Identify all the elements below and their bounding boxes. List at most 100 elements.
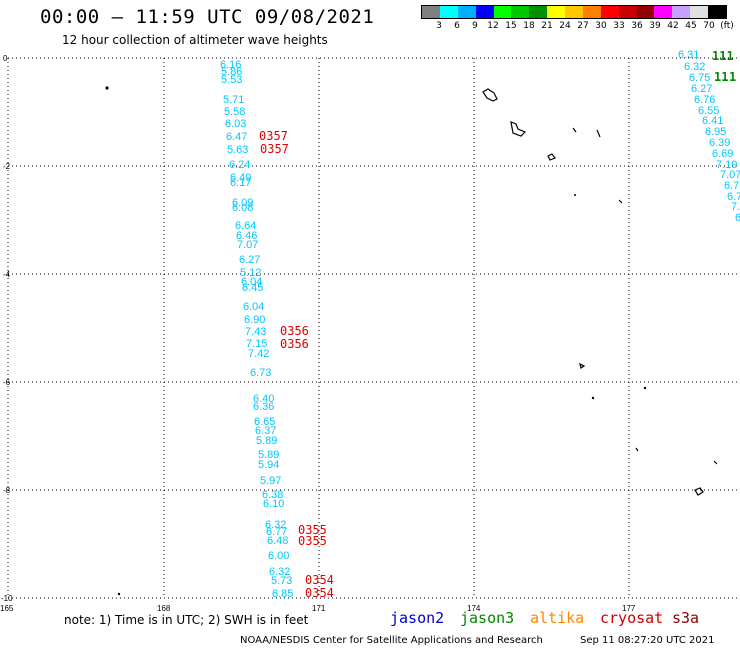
lat-tick-label: -8 (3, 486, 11, 495)
wave-height-value: 6.64 (235, 220, 256, 232)
wave-height-value: 5.73 (271, 575, 292, 587)
scale-label: 24 (559, 21, 571, 31)
scale-swatch (422, 6, 440, 18)
lon-tick-label: 177 (622, 604, 636, 613)
timestamp-text: Sep 11 08:27:20 UTC 2021 (580, 635, 715, 646)
wave-height-value: 5.89 (258, 449, 279, 461)
wave-height-value: 6.03 (225, 118, 246, 130)
island-outline (618, 199, 623, 204)
wave-height-value: 6.36 (253, 401, 274, 413)
land-dots (105, 86, 647, 596)
island-dot (105, 86, 109, 90)
wave-height-value: 5.58 (224, 106, 245, 118)
wave-height-value: 5.63 (227, 144, 248, 156)
legend-altika: altika (530, 609, 585, 627)
longitude-labels: 165 168 171 174 177 (0, 604, 636, 613)
lat-tick-label: -2 (3, 162, 11, 171)
lat-tick-label: -10 (1, 594, 13, 603)
scale-swatch (565, 6, 583, 18)
wave-height-value: 7.15 (246, 338, 267, 350)
map-title: 00:00 — 11:59 UTC 09/08/2021 (40, 6, 375, 28)
wave-height-value: 6.09 (232, 197, 253, 209)
wave-height-value: 6.37 (255, 425, 276, 437)
pass-time-label: 0355 (298, 534, 327, 548)
lon-tick-label: 174 (467, 604, 481, 613)
pass-time-label: 0355 (298, 523, 327, 537)
wave-height-value: 6.7 (727, 191, 740, 203)
wave-height-value: 6.08 (232, 202, 253, 214)
wave-height-value: 6.7 (724, 180, 739, 192)
latitude-labels: 0 -2 -4 -6 -8 -10 (1, 54, 13, 603)
wave-height-value: 6.75 (689, 72, 710, 84)
wave-track-main: 6.165.865.53 5.715.586.036.475.63 6.246.49… (220, 59, 293, 600)
wave-height-value: 6.04 (243, 301, 264, 313)
island-outline (694, 487, 704, 496)
wave-height-value: 6.10 (263, 498, 284, 510)
credit-text: NOAA/NESDIS Center for Satellite Applica… (240, 635, 543, 646)
lat-tick-label: -6 (3, 378, 11, 387)
scale-label: 33 (613, 21, 625, 31)
legend-s3a: s3a (672, 609, 700, 627)
scale-label: 6 (454, 21, 460, 31)
lat-tick-label: -4 (3, 270, 11, 279)
footer-note: note: 1) Time is in UTC; 2) SWH is in fe… (64, 613, 309, 627)
island-outline (482, 88, 498, 102)
wave-height-value: 6.48 (267, 535, 288, 547)
legend-jason3: jason3 (460, 609, 515, 627)
scale-swatch (618, 6, 637, 18)
scale-swatch (690, 6, 708, 18)
island-outline (579, 362, 586, 369)
scale-label: 36 (631, 21, 643, 31)
scale-swatch (636, 6, 655, 18)
map-subtitle: 12 hour collection of altimeter wave hei… (62, 33, 328, 47)
wave-height-value: 111 (712, 49, 734, 63)
wave-height-value: 6.90 (244, 314, 265, 326)
scale-label: 15 (505, 21, 517, 31)
wave-height-value: 11 (714, 70, 728, 84)
wave-height-value: 6.24 (229, 159, 250, 171)
scale-swatch (493, 6, 512, 18)
island-outline (510, 121, 527, 137)
wave-height-value: 6.47 (226, 131, 247, 143)
wave-height-value: 6.38 (262, 489, 283, 501)
wave-height-value: 6.55 (698, 105, 719, 117)
island-dot (574, 194, 576, 196)
scale-label: 27 (577, 21, 589, 31)
wave-height-value: 7.19 (716, 159, 737, 171)
wave-height-value: 6.32 (269, 566, 290, 578)
wave-height-value: 6.65 (254, 416, 275, 428)
wave-height-value: 7. (731, 201, 740, 213)
island-dot (117, 592, 121, 596)
land-outlines (482, 88, 718, 496)
wave-height-value: 6.46 (236, 230, 257, 242)
island-outline (635, 447, 639, 452)
wave-height-value: 6.04 (241, 276, 262, 288)
wave-height-value: 6.16 (220, 59, 241, 71)
wave-height-value: 5.53 (221, 74, 242, 86)
scale-swatch (654, 6, 673, 18)
scale-swatch (529, 6, 548, 18)
wave-height-value: 6 (735, 212, 740, 224)
wave-track-right: 6.316.326.756.276.766.556.416.956.396.69… (678, 49, 740, 224)
island-outline (596, 129, 601, 138)
wave-height-value: 6.77 (266, 526, 287, 538)
scale-swatch (582, 6, 601, 18)
scale-label: 18 (523, 21, 535, 31)
scale-swatch (672, 6, 691, 18)
scale-label: 12 (487, 21, 499, 31)
wave-height-value: 6.49 (230, 172, 251, 184)
wave-height-value: 6.17 (230, 177, 251, 189)
scale-swatch (457, 6, 476, 18)
pass-time-label: 0354 (305, 573, 334, 587)
island-dot (643, 386, 647, 390)
wave-height-value: 5.12 (240, 267, 261, 279)
wave-height-value: 7.07 (237, 239, 258, 251)
lon-tick-label: 168 (157, 604, 171, 613)
wave-height-value: 7.43 (245, 326, 266, 338)
wave-height-value: 6.69 (712, 148, 733, 160)
scale-label: 21 (541, 21, 553, 31)
wave-height-value: 5.71 (223, 94, 244, 106)
